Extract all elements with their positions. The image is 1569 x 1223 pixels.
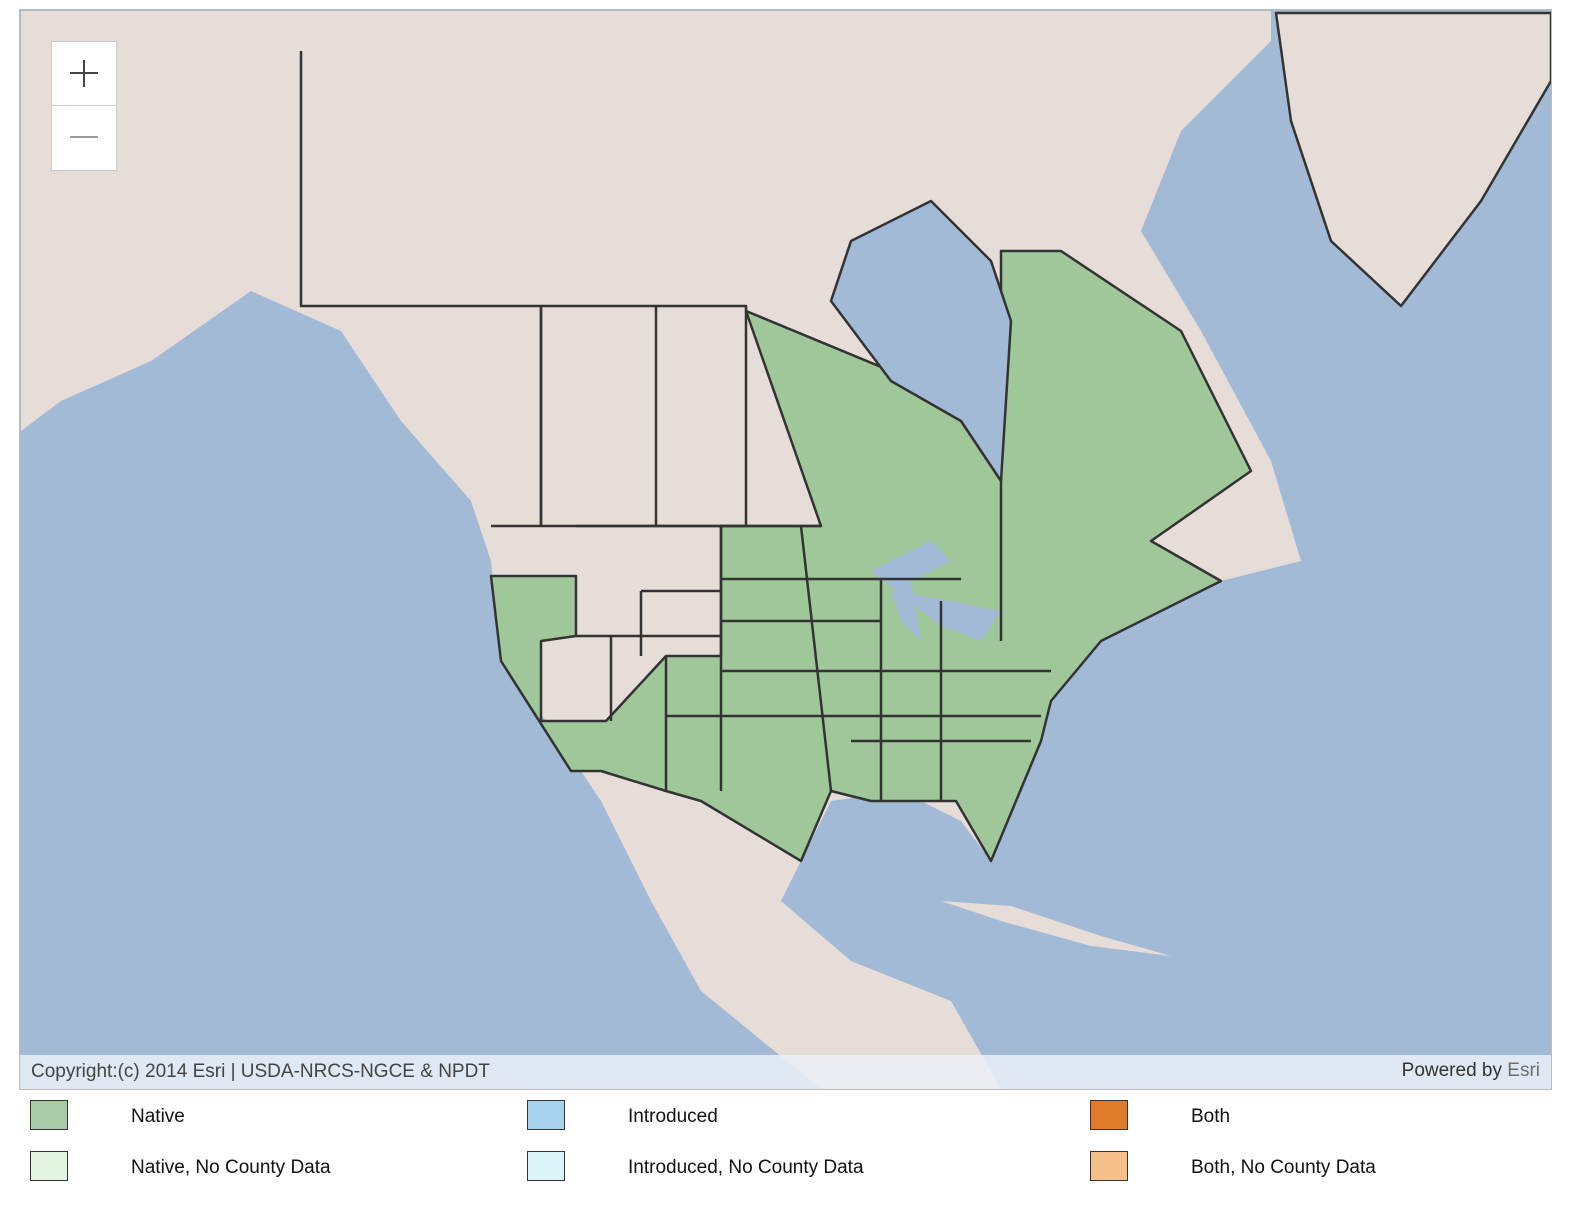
- powered-by: Powered by Esri: [1402, 1060, 1540, 1082]
- esri-link[interactable]: Esri: [1507, 1060, 1540, 1081]
- powered-by-text: Powered by: [1401, 1060, 1502, 1081]
- legend-label: Both: [1191, 1106, 1231, 1127]
- legend: Native Introduced Both Native, No County Da…: [0, 1096, 1569, 1196]
- legend-label: Both, No County Data: [1191, 1157, 1376, 1178]
- legend-label: Native: [131, 1106, 185, 1127]
- legend-swatch: [30, 1151, 68, 1181]
- legend-swatch: [1090, 1151, 1128, 1181]
- attribution-bar: Copyright:(c) 2014 Esri | USDA-NRCS-NGCE…: [20, 1055, 1551, 1089]
- hudson-bay: [829, 199, 1013, 483]
- attribution: Copyright:(c) 2014 Esri | USDA-NRCS-NGCE…: [31, 1061, 490, 1082]
- native-region: [489, 249, 1253, 863]
- legend-label: Introduced: [628, 1106, 718, 1127]
- zoom-in-button[interactable]: [52, 42, 116, 106]
- legend-swatch: [527, 1151, 565, 1181]
- legend-swatch: [30, 1100, 68, 1130]
- cuba: [941, 901, 1171, 956]
- map-canvas: [21, 11, 1551, 1089]
- legend-label: Introduced, No County Data: [628, 1157, 864, 1178]
- legend-swatch: [527, 1100, 565, 1130]
- map[interactable]: Copyright:(c) 2014 Esri | USDA-NRCS-NGCE…: [19, 9, 1552, 1090]
- legend-swatch: [1090, 1100, 1128, 1130]
- legend-label: Native, No County Data: [131, 1157, 331, 1178]
- zoom-out-button[interactable]: [52, 106, 116, 169]
- zoom-control: [51, 41, 117, 171]
- borders: [299, 51, 1051, 801]
- greenland: [1274, 11, 1551, 308]
- great-lakes: [871, 541, 1001, 641]
